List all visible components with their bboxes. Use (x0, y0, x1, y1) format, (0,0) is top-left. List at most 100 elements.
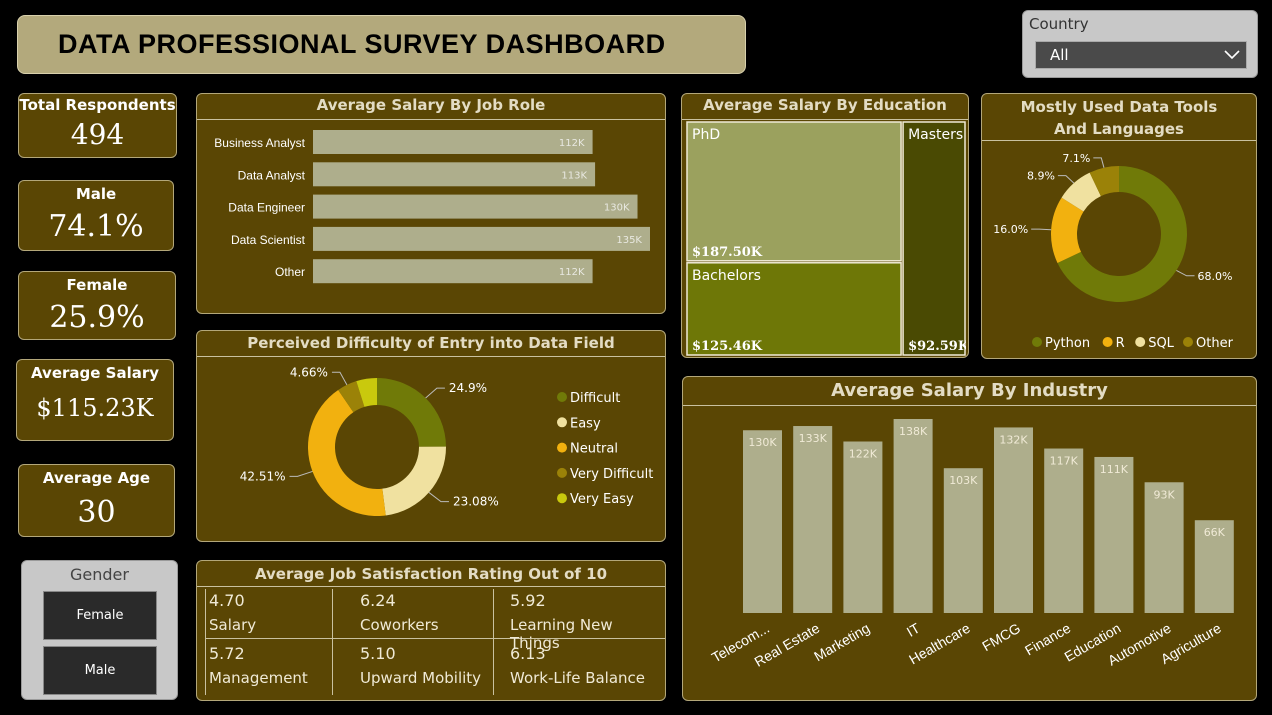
data-label: 130K (748, 436, 777, 449)
legend-marker (1183, 337, 1193, 347)
legend-marker (557, 417, 567, 428)
satisfaction-label: Learning New Things (510, 616, 613, 652)
data-label: 23.08% (453, 495, 499, 509)
donut-slice (377, 378, 446, 447)
bar (313, 259, 593, 284)
satisfaction-panel: Average Job Satisfaction Rating Out of 1… (196, 560, 666, 701)
treemap-label: Masters (908, 127, 963, 143)
satisfaction-value: 5.10 (360, 644, 396, 663)
donut-slice (1061, 172, 1101, 212)
kpi-label: Average Age (42, 469, 151, 487)
leader-line (1176, 269, 1195, 277)
data-label: 138K (899, 425, 928, 438)
satisfaction-label: Upward Mobility (360, 669, 482, 687)
data-label: 135K (616, 235, 642, 246)
gender-option-male[interactable]: Male (43, 646, 157, 695)
data-label: 103K (949, 474, 978, 487)
difficulty-chart: 24.9% 23.08% 42.51% 4.66% Difficult Easy Neutr… (240, 365, 653, 516)
leader-line (331, 371, 348, 386)
kpi-male: Male 74.1% (18, 180, 174, 251)
satisfaction-label: Management (209, 669, 308, 687)
donut-slice (1051, 197, 1084, 263)
treemap-value: $125.46K (692, 339, 763, 354)
satisfaction-value: 4.70 (209, 591, 245, 610)
data-label: 66K (1204, 526, 1226, 539)
treemap-tile (902, 121, 966, 356)
chevron-down-icon (1224, 50, 1240, 60)
chart-title: Average Salary By Education (703, 96, 947, 114)
leader-line (1031, 228, 1052, 231)
bar (743, 430, 782, 613)
data-label: 130K (604, 203, 630, 214)
country-dropdown-value: All (1050, 46, 1069, 64)
satisfaction-label: Salary (209, 616, 257, 634)
bar (843, 441, 883, 613)
donut-slice (1057, 166, 1187, 302)
donut-slice (338, 381, 365, 413)
kpi-label: Female (66, 276, 128, 294)
data-label: 112K (559, 138, 585, 149)
data-label: 117K (1050, 455, 1079, 468)
kpi-label: Average Salary (30, 364, 160, 382)
kpi-average-age: Average Age 30 (18, 464, 175, 537)
industry-panel: Average Salary By Industry 130K Telecom..… (682, 376, 1257, 701)
category-label: Other (275, 265, 305, 279)
chart-title: Average Salary By Industry (831, 380, 1108, 401)
bar (943, 468, 983, 613)
kpi-label: Male (75, 185, 117, 203)
satisfaction-work-life: 6.13 Work-Life Balance (510, 644, 645, 687)
kpi-female: Female 25.9% (18, 271, 176, 340)
country-dropdown[interactable]: All (1035, 41, 1247, 69)
data-label: 122K (849, 447, 878, 460)
category-label: IT (904, 620, 923, 640)
category-label: Data Analyst (238, 168, 306, 182)
kpi-value: 74.1% (48, 209, 144, 244)
bar (313, 162, 596, 187)
page-title: DATA PROFESSIONAL SURVEY DASHBOARD (58, 29, 666, 59)
data-label: 42.51% (240, 469, 286, 483)
category-label: FMCG (979, 620, 1023, 654)
satisfaction-label: Coworkers (360, 616, 439, 634)
data-label: 93K (1153, 488, 1175, 501)
satisfaction-learning: 5.92 Learning New Things (510, 591, 665, 652)
kpi-total-respondents: Total Respondents 494 (18, 93, 177, 158)
satisfaction-label: Work-Life Balance (510, 669, 646, 687)
chart-title: Average Salary By Job Role (316, 96, 546, 114)
job-role-chart: Business Analyst 112K Data Analyst 113K Data… (214, 130, 650, 284)
leader-line (425, 387, 445, 399)
leader-line (428, 492, 449, 503)
legend-marker (557, 392, 567, 402)
data-label: 133K (799, 432, 828, 445)
education-panel: Average Salary By Education PhD $187.50K B… (681, 93, 969, 358)
kpi-average-salary: Average Salary $115.23K (16, 359, 174, 441)
bar (1194, 520, 1234, 613)
treemap-value: $92.59K (908, 339, 966, 354)
category-label: Marketing (811, 620, 872, 665)
difficulty-panel: Perceived Difficulty of Entry into Data … (196, 330, 666, 542)
bar (1144, 482, 1184, 613)
gender-option-female[interactable]: Female (43, 591, 157, 640)
data-label: 24.9% (449, 381, 487, 395)
data-label: 113K (561, 170, 587, 181)
tools-chart: 68.0% 16.0% 8.9% 7.1% Python R SQL Other (993, 152, 1233, 351)
data-label: 7.1% (1062, 152, 1090, 165)
legend-label: R (1116, 336, 1125, 351)
satisfaction-value: 5.92 (510, 591, 546, 610)
treemap-label: PhD (692, 127, 720, 143)
satisfaction-coworkers: 6.24 Coworkers (360, 591, 439, 634)
donut-slice (382, 446, 446, 516)
category-label: Data Engineer (228, 201, 305, 215)
treemap-tile (686, 121, 902, 262)
category-label: Data Scientist (231, 233, 306, 247)
data-label: 111K (1100, 463, 1129, 476)
country-filter-label: Country (1029, 15, 1089, 33)
treemap-tile (686, 262, 902, 356)
leader-line (1057, 175, 1075, 184)
bar (313, 226, 650, 251)
donut-slice (356, 378, 377, 407)
satisfaction-value: 5.72 (209, 644, 245, 663)
bar (793, 426, 833, 613)
bar (994, 427, 1033, 613)
data-label: 16.0% (993, 223, 1028, 236)
treemap-label: Bachelors (692, 268, 761, 284)
